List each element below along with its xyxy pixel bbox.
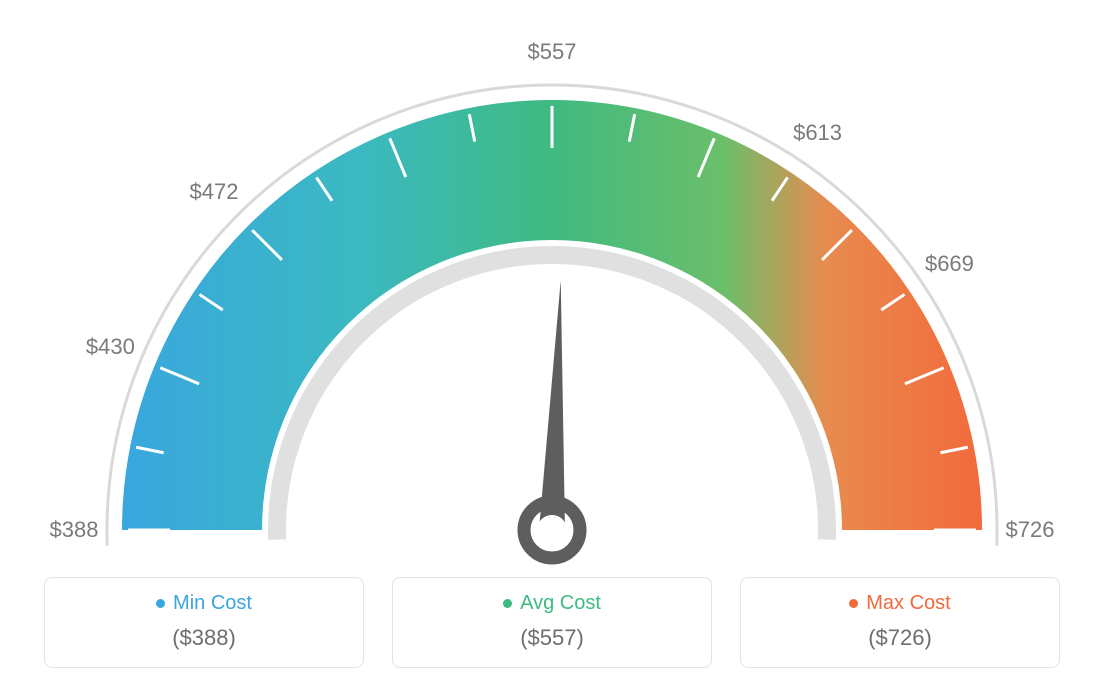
legend-value-max: ($726) (751, 625, 1049, 651)
legend-label-max: Max Cost (866, 592, 950, 615)
gauge-tick-label: $557 (528, 39, 577, 65)
legend-card-min: Min Cost ($388) (44, 577, 364, 668)
legend-row: Min Cost ($388) Avg Cost ($557) Max Cost… (0, 577, 1104, 668)
legend-value-avg: ($557) (403, 625, 701, 651)
gauge-tick-label: $388 (50, 517, 99, 543)
legend-title-avg: Avg Cost (503, 592, 601, 615)
gauge-area: $388 $430 $472 $557 $613 $669 $726 (52, 20, 1052, 580)
legend-label-avg: Avg Cost (520, 592, 601, 615)
gauge-svg (52, 20, 1052, 580)
gauge-tick-label: $430 (86, 334, 135, 360)
legend-dot-min (156, 599, 165, 608)
legend-label-min: Min Cost (173, 592, 252, 615)
legend-card-max: Max Cost ($726) (740, 577, 1060, 668)
gauge-tick-label: $726 (1006, 517, 1055, 543)
legend-dot-max (849, 599, 858, 608)
gauge-tick-label: $472 (190, 179, 239, 205)
legend-dot-avg (503, 599, 512, 608)
gauge-tick-label: $613 (793, 120, 842, 146)
legend-title-min: Min Cost (156, 592, 252, 615)
legend-value-min: ($388) (55, 625, 353, 651)
legend-title-max: Max Cost (849, 592, 950, 615)
cost-gauge-chart: $388 $430 $472 $557 $613 $669 $726 Min Cost ($… (0, 0, 1104, 690)
gauge-tick-label: $669 (925, 251, 974, 277)
legend-card-avg: Avg Cost ($557) (392, 577, 712, 668)
